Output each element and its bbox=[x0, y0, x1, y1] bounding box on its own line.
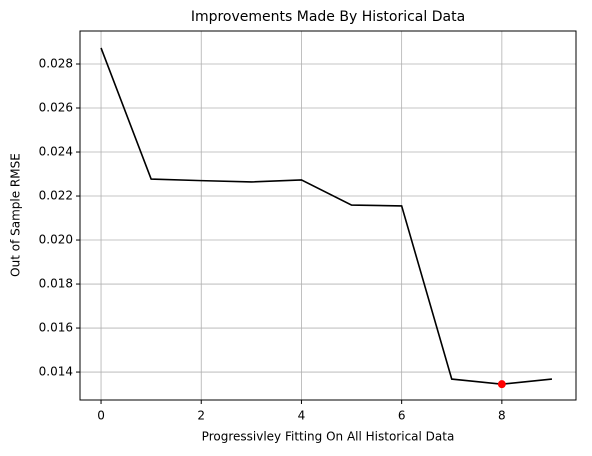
x-tick-label: 2 bbox=[197, 409, 205, 423]
y-tick-label: 0.028 bbox=[39, 57, 73, 71]
y-tick-label: 0.014 bbox=[39, 365, 73, 379]
y-tick-label: 0.026 bbox=[39, 101, 73, 115]
x-tick-label: 4 bbox=[298, 409, 306, 423]
x-tick-label: 8 bbox=[498, 409, 506, 423]
y-axis-label: Out of Sample RMSE bbox=[9, 153, 23, 277]
y-tick-label: 0.022 bbox=[39, 189, 73, 203]
y-tick-label: 0.020 bbox=[39, 233, 73, 247]
line bbox=[100, 47, 553, 385]
highlight-point bbox=[497, 380, 506, 389]
y-tick-label: 0.018 bbox=[39, 277, 73, 291]
y-tick-label: 0.024 bbox=[39, 145, 73, 159]
x-tick-label: 6 bbox=[398, 409, 406, 423]
x-axis-label: Progressivley Fitting On All Historical … bbox=[202, 430, 455, 444]
plot-frame bbox=[79, 30, 577, 401]
x-tick-label: 0 bbox=[97, 409, 105, 423]
y-tick-label: 0.016 bbox=[39, 321, 73, 335]
chart-title: Improvements Made By Historical Data bbox=[191, 9, 465, 25]
